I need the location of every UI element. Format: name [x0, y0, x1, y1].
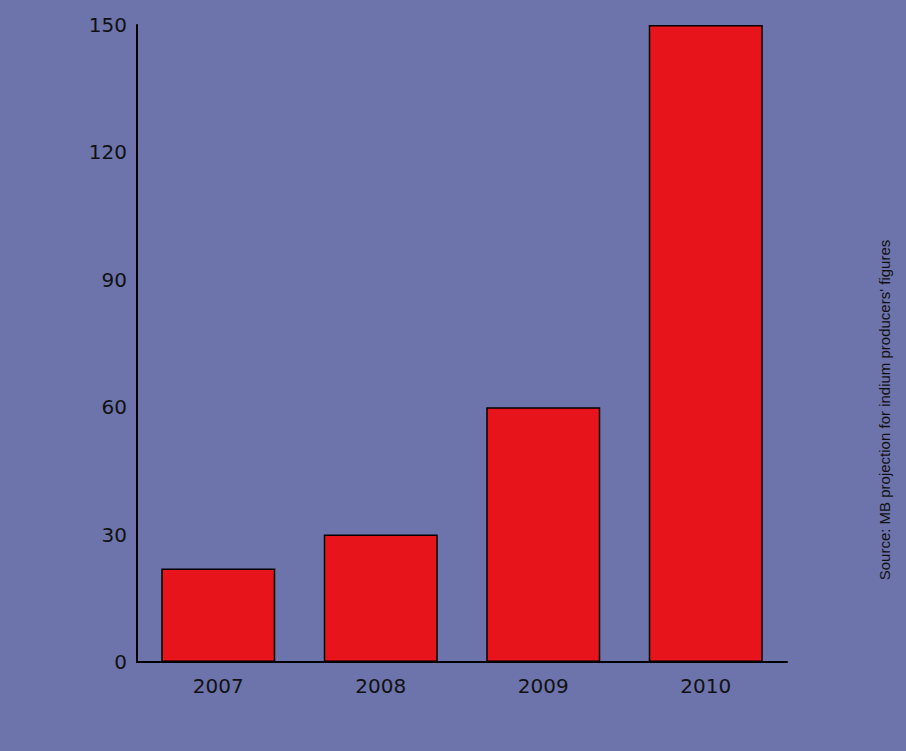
svg-text:150: 150 [89, 13, 127, 37]
svg-text:2010: 2010 [680, 674, 731, 698]
svg-text:2007: 2007 [193, 674, 244, 698]
svg-text:120: 120 [89, 140, 127, 164]
svg-text:2008: 2008 [355, 674, 406, 698]
svg-text:90: 90 [102, 268, 127, 292]
svg-text:2009: 2009 [518, 674, 569, 698]
svg-text:60: 60 [102, 395, 127, 419]
svg-text:0: 0 [114, 650, 127, 674]
svg-text:30: 30 [102, 523, 127, 547]
svg-text:Source: MB projection for indi: Source: MB projection for indium produce… [876, 240, 893, 581]
